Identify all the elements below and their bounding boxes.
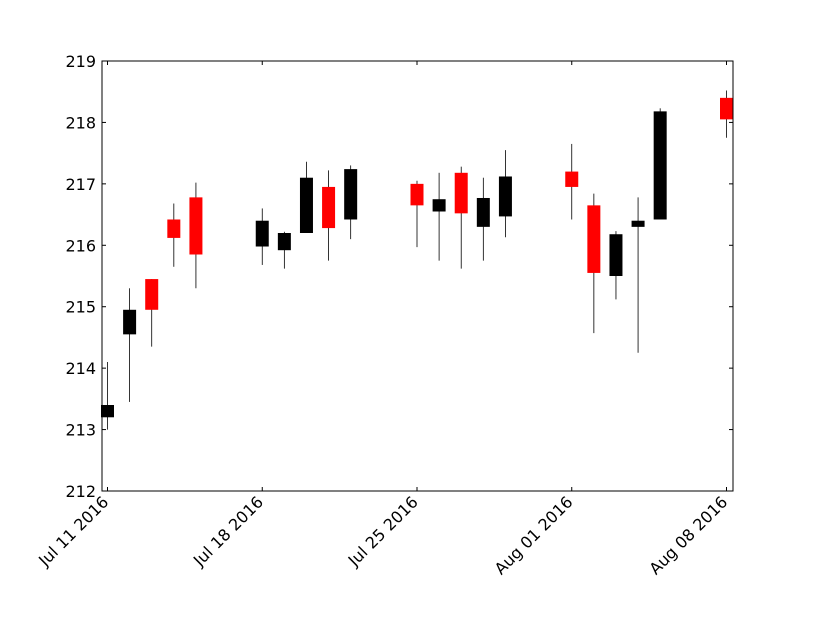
ytick-label-215: 215 [65, 298, 96, 317]
candle-body-2016-07-20 [299, 177, 313, 233]
candle-body-2016-07-19 [277, 233, 291, 251]
xtick-label-1: Jul 18 2016 [189, 492, 267, 570]
candle-body-2016-08-04 [631, 220, 645, 227]
candle-body-2016-08-02 [587, 205, 601, 273]
candle-body-2016-07-18 [255, 220, 269, 247]
candles-layer [101, 90, 733, 430]
candle-body-2016-07-27 [454, 172, 468, 214]
candle-body-2016-07-29 [498, 176, 512, 217]
candle-body-2016-08-05 [653, 111, 667, 220]
ytick-label-212: 212 [65, 482, 96, 501]
candle-body-2016-07-15 [189, 197, 203, 255]
xtick-label-2: Jul 25 2016 [344, 492, 422, 570]
ytick-label-217: 217 [65, 175, 96, 194]
candle-body-2016-07-25 [410, 183, 424, 206]
ytick-label-213: 213 [65, 421, 96, 440]
candle-body-2016-07-14 [167, 219, 181, 238]
candle-body-2016-07-13 [145, 279, 159, 310]
candle-body-2016-07-22 [344, 169, 358, 220]
ytick-label-214: 214 [65, 359, 96, 378]
plot-frame [101, 60, 734, 492]
candle-body-2016-07-26 [432, 199, 446, 212]
candle-body-2016-08-08 [720, 97, 733, 120]
ytick-label-219: 219 [65, 52, 96, 71]
candle-body-2016-07-28 [476, 197, 490, 227]
ytick-label-218: 218 [65, 113, 96, 132]
candle-body-2016-07-11 [101, 405, 114, 418]
xtick-label-0: Jul 11 2016 [34, 492, 112, 570]
xtick-label-4: Aug 08 2016 [645, 492, 731, 578]
candle-body-2016-08-01 [565, 171, 579, 187]
candle-body-2016-07-12 [123, 309, 137, 335]
ytick-label-216: 216 [65, 236, 96, 255]
ticks-layer: 212 213 214 215 216 217 218 219 Jul 11 2016 Jul 1… [34, 52, 733, 578]
xtick-label-3: Aug 01 2016 [491, 492, 577, 578]
candle-body-2016-07-21 [322, 186, 336, 229]
candle-body-2016-08-03 [609, 234, 623, 276]
